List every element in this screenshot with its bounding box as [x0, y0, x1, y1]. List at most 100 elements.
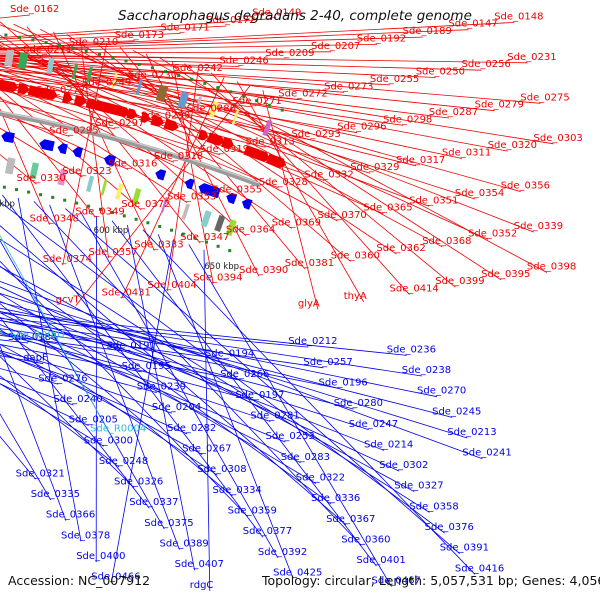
forward-gene-label: Sde_0398 — [527, 262, 576, 273]
label-connector — [17, 198, 82, 542]
label-connector — [0, 225, 347, 526]
label-connector — [0, 310, 369, 431]
reverse-gene-arrow — [103, 154, 116, 167]
reverse-gene-label: Sde_0236 — [387, 344, 436, 355]
forward-gene-label: Sde_0250 — [416, 67, 465, 78]
rna-gene-label: Sde_R0001 — [10, 330, 66, 341]
forward-gene-label: Sde_0328 — [259, 177, 308, 188]
forward-gene-label: Sde_0353 — [167, 192, 216, 203]
reverse-gene-label: Sde_0184 — [8, 332, 57, 343]
label-connector — [0, 351, 188, 435]
label-connector — [0, 286, 400, 472]
label-connector — [80, 212, 279, 558]
label-connector — [62, 43, 107, 266]
cog-block — [177, 91, 190, 109]
label-connector — [0, 22, 515, 49]
reverse-gene-arrow — [241, 198, 253, 210]
cog-block — [262, 119, 273, 137]
forward-gene-label: Sde_0279 — [475, 100, 524, 111]
forward-gene-arrow — [39, 87, 58, 101]
label-connector — [0, 293, 317, 484]
reverse-gene-arrow — [57, 143, 68, 155]
forward-gene-label: Sde_0287 — [429, 107, 478, 118]
track-dot — [134, 217, 138, 221]
forward-gene-label: Sde_0323 — [62, 166, 111, 177]
reverse-gene-arrow — [226, 192, 238, 205]
label-connector — [0, 74, 253, 108]
label-connector — [53, 31, 155, 251]
label-connector — [0, 311, 422, 377]
forward-gene-label: Sde_0256 — [462, 59, 511, 70]
label-connector — [0, 201, 445, 534]
forward-gene-label: Sde_0390 — [239, 265, 288, 276]
label-connector — [0, 44, 377, 52]
reverse-gene-label: Sde_0204 — [152, 402, 201, 413]
label-connector — [0, 59, 495, 112]
reverse-gene-label: Sde_0407 — [175, 559, 224, 570]
label-connector — [0, 375, 120, 468]
reverse-gene-label: dapF — [23, 353, 48, 364]
cog-block — [71, 63, 79, 80]
label-connector — [0, 234, 111, 435]
track-dot — [124, 59, 128, 63]
label-connector — [0, 356, 135, 488]
forward-gene-arrow — [73, 95, 87, 107]
forward-gene-label: Sde_0173 — [115, 30, 164, 41]
forward-gene-label: Sde_0255 — [370, 74, 419, 85]
forward-gene-label: Sde_0330 — [17, 173, 66, 184]
reverse-gene-label: Sde_0367 — [326, 514, 375, 525]
tick-label: 600 kbp — [94, 226, 129, 236]
label-connector — [157, 234, 294, 579]
forward-gene-label: Sde_0399 — [435, 276, 484, 287]
reverse-gene-label: Sde_0466 — [91, 572, 140, 583]
reverse-gene-label: Sde_0376 — [425, 522, 474, 533]
track-dot — [122, 214, 126, 218]
label-connector — [0, 324, 286, 443]
label-connector — [0, 66, 371, 174]
forward-gene-label: Sde_0349 — [75, 206, 124, 217]
track-dot — [229, 90, 233, 94]
forward-gene-arrow — [221, 137, 234, 150]
label-connector — [0, 82, 188, 203]
reverse-gene-label: Sde_0241 — [462, 448, 511, 459]
forward-gene-label: Sde_0339 — [514, 221, 563, 232]
label-connector — [2, 194, 264, 538]
track-dot — [98, 52, 101, 56]
track-dot — [71, 46, 75, 50]
forward-gene-label: Sde_0171 — [161, 22, 210, 33]
label-connector — [167, 68, 199, 291]
label-connector — [110, 239, 174, 583]
label-connector — [0, 21, 247, 237]
label-connector — [26, 26, 201, 244]
forward-gene-label: Sde_0355 — [213, 184, 262, 195]
label-connector — [127, 225, 195, 571]
label-connector — [0, 81, 207, 115]
track-dot — [39, 193, 43, 197]
reverse-gene-label: Sde_0360 — [341, 534, 390, 545]
forward-gene-label: Sde_0189 — [403, 26, 452, 37]
label-connector — [13, 23, 489, 240]
track-dot — [280, 108, 284, 112]
label-connector — [33, 201, 362, 546]
cog-block — [57, 168, 68, 186]
genome-backbone — [0, 110, 260, 187]
label-connector — [185, 64, 456, 288]
label-connector — [0, 344, 67, 521]
forward-gene-label: Sde_0351 — [409, 195, 458, 206]
reverse-gene-arrow — [208, 186, 221, 199]
forward-gene-arrow — [253, 148, 270, 162]
reverse-gene-label: Sde_0467 — [372, 576, 421, 587]
cog-block — [231, 108, 240, 125]
forward-gene-label: Sde_0362 — [376, 243, 425, 254]
reverse-gene-arrow — [155, 169, 167, 181]
reverse-gene-label: Sde_0322 — [296, 473, 345, 484]
track-dot — [216, 244, 220, 248]
reverse-gene-label: Sde_0336 — [311, 493, 360, 504]
forward-gene-label: Sde_0320 — [488, 140, 537, 151]
cog-block — [17, 51, 29, 70]
reverse-gene-label: Sde_0248 — [99, 456, 148, 467]
label-connector — [0, 330, 271, 422]
cog-block — [115, 183, 124, 200]
cog-block — [160, 196, 168, 213]
reverse-gene-label: Sde_0205 — [69, 415, 118, 426]
